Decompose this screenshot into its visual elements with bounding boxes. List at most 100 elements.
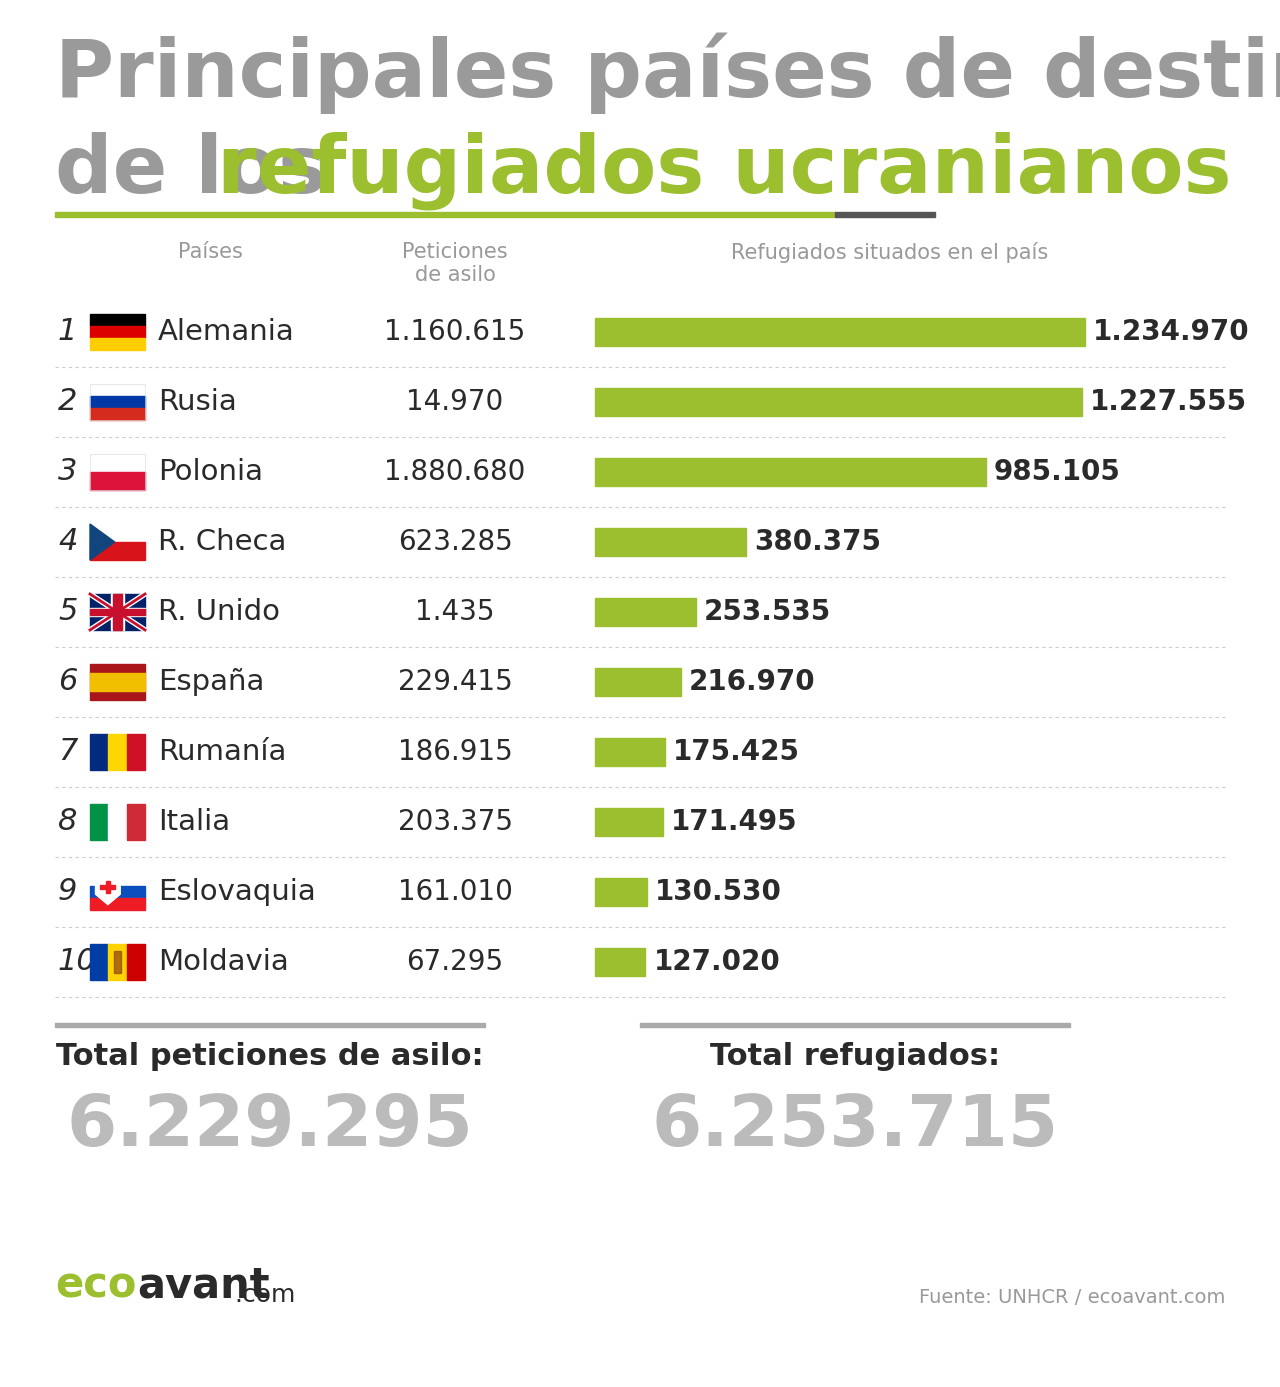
Text: R. Unido: R. Unido (157, 598, 280, 626)
Text: 6: 6 (58, 667, 77, 696)
Text: 14.970: 14.970 (406, 388, 503, 416)
Bar (127, 945, 145, 981)
Bar (595, 738, 664, 766)
Text: avant: avant (137, 1265, 270, 1307)
Bar (90, 454, 145, 490)
Bar (595, 947, 645, 976)
Bar (109, 804, 127, 841)
Bar (90, 338, 145, 350)
Bar (90, 734, 109, 770)
Text: R. Checa: R. Checa (157, 528, 287, 556)
Bar (90, 673, 145, 691)
Bar (835, 212, 934, 216)
Bar (127, 734, 145, 770)
Bar (595, 458, 986, 485)
Text: Alemania: Alemania (157, 318, 294, 345)
Text: 6.253.715: 6.253.715 (652, 1092, 1059, 1161)
Bar (90, 608, 145, 616)
Bar (90, 313, 145, 326)
Text: 9: 9 (58, 878, 77, 907)
Text: Rusia: Rusia (157, 388, 237, 416)
Text: Principales países de destino: Principales países de destino (55, 32, 1280, 114)
Text: Moldavia: Moldavia (157, 947, 289, 976)
Bar (90, 384, 145, 397)
Text: Rumanía: Rumanía (157, 738, 287, 766)
Bar (109, 734, 127, 770)
Text: España: España (157, 669, 265, 696)
Text: 7: 7 (58, 738, 77, 767)
Text: de los: de los (55, 132, 355, 209)
Text: 5: 5 (58, 598, 77, 627)
Text: Peticiones
de asilo: Peticiones de asilo (402, 241, 508, 286)
Text: 8: 8 (58, 807, 77, 836)
Text: 1.435: 1.435 (415, 598, 495, 626)
Text: 175.425: 175.425 (672, 738, 800, 766)
Text: 3: 3 (58, 458, 77, 487)
Text: 1: 1 (58, 318, 77, 347)
Text: Eslovaquia: Eslovaquia (157, 878, 316, 906)
Bar (90, 594, 145, 630)
Bar (100, 885, 115, 889)
Bar (595, 528, 746, 556)
Text: 161.010: 161.010 (398, 878, 512, 906)
Bar (111, 594, 124, 630)
Bar (90, 897, 145, 910)
Bar (595, 318, 1085, 345)
Text: 985.105: 985.105 (993, 458, 1121, 485)
Text: 1.160.615: 1.160.615 (384, 318, 526, 345)
Polygon shape (96, 879, 120, 904)
Text: 253.535: 253.535 (704, 598, 831, 626)
Bar (109, 945, 127, 981)
Bar (114, 951, 122, 972)
Text: 203.375: 203.375 (398, 809, 512, 836)
Bar (90, 454, 145, 472)
Bar (90, 609, 145, 614)
Text: 623.285: 623.285 (398, 528, 512, 556)
Text: 1.227.555: 1.227.555 (1091, 388, 1247, 416)
Text: Total peticiones de asilo:: Total peticiones de asilo: (56, 1042, 484, 1071)
Bar (90, 664, 145, 700)
Text: 1.234.970: 1.234.970 (1093, 318, 1249, 345)
Bar (595, 809, 663, 836)
Text: Total refugiados:: Total refugiados: (710, 1042, 1000, 1071)
Text: 10: 10 (58, 947, 97, 976)
Bar (90, 874, 145, 886)
Bar (90, 384, 145, 420)
Text: Polonia: Polonia (157, 458, 262, 485)
Bar (114, 594, 122, 630)
Bar (90, 524, 145, 542)
Bar (90, 397, 145, 408)
Bar (106, 881, 110, 893)
Text: 67.295: 67.295 (407, 947, 503, 976)
Bar (90, 945, 109, 981)
Bar (595, 598, 695, 626)
Bar (595, 669, 681, 696)
Bar (595, 878, 646, 906)
Text: Italia: Italia (157, 809, 230, 836)
Text: 130.530: 130.530 (655, 878, 782, 906)
Bar (127, 804, 145, 841)
Text: .com: .com (234, 1283, 296, 1307)
Text: 2: 2 (58, 387, 77, 416)
Text: 6.229.295: 6.229.295 (67, 1092, 474, 1161)
Bar (90, 542, 145, 560)
Bar (90, 472, 145, 490)
Bar (90, 804, 109, 841)
Bar (90, 326, 145, 338)
Bar (90, 886, 145, 897)
Polygon shape (90, 524, 115, 560)
Bar (90, 408, 145, 420)
Text: 186.915: 186.915 (398, 738, 512, 766)
Text: 4: 4 (58, 527, 77, 556)
Text: Fuente: UNHCR / ecoavant.com: Fuente: UNHCR / ecoavant.com (919, 1289, 1225, 1307)
Text: 171.495: 171.495 (671, 809, 797, 836)
Bar (55, 1024, 485, 1026)
Text: 229.415: 229.415 (398, 669, 512, 696)
Text: refugiados ucranianos: refugiados ucranianos (218, 132, 1231, 211)
Bar (640, 1024, 1070, 1026)
Text: 1.880.680: 1.880.680 (384, 458, 526, 485)
Text: 216.970: 216.970 (689, 669, 815, 696)
Text: 127.020: 127.020 (653, 947, 780, 976)
Text: 380.375: 380.375 (754, 528, 881, 556)
Text: Refugiados situados en el país: Refugiados situados en el país (731, 241, 1048, 264)
